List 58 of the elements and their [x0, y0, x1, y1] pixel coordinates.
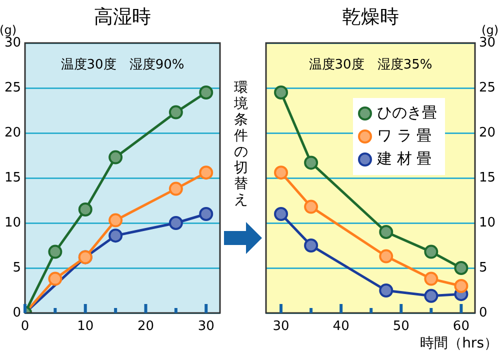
point [108, 150, 123, 164]
text: 環境条件の切替え [233, 80, 249, 208]
point [48, 272, 62, 286]
y-tick-label: 20 [479, 125, 496, 140]
y-tick-label: 25 [4, 80, 21, 96]
annotation: 温度30度 湿度90% [60, 56, 184, 72]
point [199, 86, 214, 100]
point [274, 86, 288, 100]
point [454, 261, 468, 275]
chart-title: 乾燥時 [342, 6, 399, 28]
chart-title: 高湿時 [94, 6, 151, 28]
legend-label: 建 材 畳 [376, 149, 432, 168]
point [454, 279, 468, 293]
x-tick-label: 30 [272, 319, 290, 334]
annotation: 温度30度 湿度35% [308, 56, 432, 72]
point [424, 272, 438, 286]
point [424, 244, 438, 259]
legend-label: ひのき畳 [377, 103, 437, 122]
y-tick-label: 25 [479, 80, 496, 96]
x-tick-label: 50 [392, 319, 410, 334]
point [48, 244, 62, 259]
point [199, 166, 214, 180]
y-tick-label: 15 [4, 170, 21, 186]
point [274, 207, 288, 221]
x-axis-title: 時間（hrs） [420, 336, 498, 352]
point [424, 288, 438, 303]
point [304, 156, 318, 170]
y-tick-label: 30 [479, 35, 496, 50]
y-axis-title: (g) [482, 23, 498, 38]
point [379, 249, 394, 264]
point [168, 105, 183, 120]
point [78, 202, 92, 216]
legend-label: ワ ラ 畳 [377, 126, 432, 144]
point [304, 200, 318, 214]
y-tick-label: 15 [479, 170, 496, 186]
point [168, 216, 183, 230]
y-tick-label: 20 [4, 125, 21, 140]
x-tick-label: 10 [77, 319, 94, 334]
point [379, 284, 394, 298]
y-tick-label: 10 [479, 215, 496, 230]
y-tick-label: 5 [12, 260, 21, 276]
y-tick-label: 30 [4, 35, 21, 50]
point [274, 166, 288, 180]
y-axis-title: (g) [0, 23, 16, 38]
point [199, 207, 214, 221]
y-tick-label: 10 [4, 215, 21, 230]
x-tick-label: 30 [198, 319, 214, 334]
point [108, 228, 123, 243]
y-tick-label: 5 [479, 260, 488, 276]
point [304, 238, 318, 252]
x-tick-label: 60 [452, 319, 470, 334]
x-tick-label: 20 [137, 319, 154, 334]
y-tick-label: 0 [12, 305, 21, 320]
point [168, 182, 183, 196]
x-tick-label: 40 [332, 319, 350, 334]
point [108, 213, 123, 228]
y-tick-label: 0 [479, 305, 488, 320]
point [379, 225, 394, 239]
